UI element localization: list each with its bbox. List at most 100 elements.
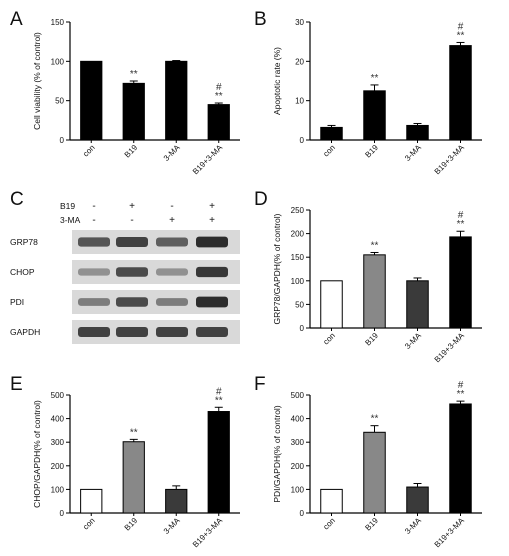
chart-a: 0 50 100 150 Cell viability (% of control) co… xyxy=(32,18,240,176)
x-category-label: B19+3-MA xyxy=(191,516,225,550)
x-category-label: 3-MA xyxy=(162,516,182,536)
chart-f: 0 100 200 300 400 500 PDI/GAPDH(% of control) c… xyxy=(272,380,482,549)
x-category-label: B19 xyxy=(123,516,140,533)
blot-band xyxy=(78,327,110,337)
bar-con xyxy=(320,280,343,329)
y-tick-label: 50 xyxy=(295,300,304,309)
y-axis-label: GRP78/GAPDH(% of control) xyxy=(272,213,282,324)
y-tick-label: 0 xyxy=(300,509,305,518)
bar-3-MA xyxy=(406,486,429,514)
y-tick-label: 30 xyxy=(295,18,304,27)
y-tick-label: 0 xyxy=(60,509,65,518)
panel-label-b: B xyxy=(254,9,267,30)
panel-label-a: A xyxy=(10,9,23,30)
bar-B19 xyxy=(363,90,386,141)
y-tick-label: 200 xyxy=(51,462,65,471)
blot-band xyxy=(156,268,188,276)
y-tick-label: 150 xyxy=(291,253,305,262)
significance-mark: ** xyxy=(457,30,465,41)
y-tick-label: 20 xyxy=(295,57,304,66)
bar-B19 xyxy=(363,431,386,514)
blot-band xyxy=(116,297,148,307)
bar-B19 xyxy=(122,441,145,514)
x-category-label: con xyxy=(321,143,336,158)
significance-mark: # xyxy=(458,380,464,391)
blot-band xyxy=(196,236,228,248)
blot-band xyxy=(78,268,110,276)
blot-row-label: CHOP xyxy=(10,267,35,277)
significance-mark: # xyxy=(458,210,464,221)
x-category-label: 3-MA xyxy=(403,143,423,163)
y-axis-label: PDI/GAPDH(% of control) xyxy=(272,405,282,502)
y-tick-label: 100 xyxy=(51,485,65,494)
panel-label-d: D xyxy=(254,189,268,210)
significance-mark: ** xyxy=(130,427,138,438)
significance-mark: ** xyxy=(130,69,138,80)
y-tick-label: 50 xyxy=(55,97,64,106)
treatment-sign: - xyxy=(130,215,133,226)
x-category-label: B19 xyxy=(363,516,380,533)
x-category-label: B19+3-MA xyxy=(433,516,467,550)
bar-B19+3-MA xyxy=(449,45,472,141)
y-tick-label: 0 xyxy=(300,136,305,145)
blot-band xyxy=(78,237,110,247)
bar-B19+3-MA xyxy=(207,104,230,141)
significance-mark: # xyxy=(216,82,222,93)
x-category-label: con xyxy=(81,143,96,158)
y-tick-label: 100 xyxy=(291,277,305,286)
blot-band xyxy=(116,237,148,247)
y-axis-label: CHOP/GAPDH(% of control) xyxy=(32,400,42,508)
panel-label-c: C xyxy=(10,189,24,210)
panel-label-e: E xyxy=(10,374,23,395)
y-tick-label: 10 xyxy=(295,97,304,106)
x-category-label: B19 xyxy=(363,143,380,160)
significance-mark: ** xyxy=(215,395,223,406)
treatment-label: B19 xyxy=(60,201,75,211)
y-axis-label: Apoptotic rate (%) xyxy=(272,47,282,115)
y-tick-label: 400 xyxy=(291,415,305,424)
western-blot: B19 - + - +3-MA - - + + GRP78 CHOP PDI GAPDH xyxy=(10,201,240,344)
significance-mark: ** xyxy=(457,389,465,400)
significance-mark: ** xyxy=(457,219,465,230)
bar-con xyxy=(320,488,343,514)
blot-band xyxy=(196,327,228,337)
blot-row-label: PDI xyxy=(10,297,24,307)
significance-mark: ** xyxy=(371,73,379,84)
x-category-label: 3-MA xyxy=(403,331,423,351)
y-tick-label: 0 xyxy=(60,136,65,145)
significance-mark: ** xyxy=(215,91,223,102)
x-category-label: B19+3-MA xyxy=(433,143,467,177)
treatment-sign: + xyxy=(169,215,175,226)
bar-3-MA xyxy=(406,280,429,329)
y-tick-label: 400 xyxy=(51,415,65,424)
y-tick-label: 500 xyxy=(51,391,65,400)
bar-B19+3-MA xyxy=(449,236,472,329)
blot-row-label: GAPDH xyxy=(10,327,40,337)
blot-band xyxy=(196,296,228,308)
bar-con xyxy=(80,488,103,514)
panel-label-f: F xyxy=(254,374,266,395)
treatment-sign: + xyxy=(209,201,215,212)
bar-B19 xyxy=(363,254,386,329)
blot-band xyxy=(116,267,148,277)
blot-band xyxy=(78,298,110,306)
x-category-label: con xyxy=(321,516,336,531)
blot-row-label: GRP78 xyxy=(10,237,38,247)
blot-band xyxy=(156,237,188,247)
x-category-label: 3-MA xyxy=(403,516,423,536)
blot-band xyxy=(116,327,148,337)
y-tick-label: 200 xyxy=(291,462,305,471)
x-category-label: con xyxy=(321,331,336,346)
treatment-label: 3-MA xyxy=(60,215,81,225)
y-tick-label: 200 xyxy=(291,230,305,239)
y-tick-label: 300 xyxy=(291,438,305,447)
bar-B19+3-MA xyxy=(207,411,230,514)
treatment-sign: + xyxy=(209,215,215,226)
treatment-sign: - xyxy=(170,201,173,212)
x-category-label: B19 xyxy=(363,331,380,348)
y-axis-label: Cell viability (% of control) xyxy=(32,32,42,130)
y-tick-label: 250 xyxy=(291,206,305,215)
bar-3-MA xyxy=(406,124,429,141)
y-tick-label: 500 xyxy=(291,391,305,400)
